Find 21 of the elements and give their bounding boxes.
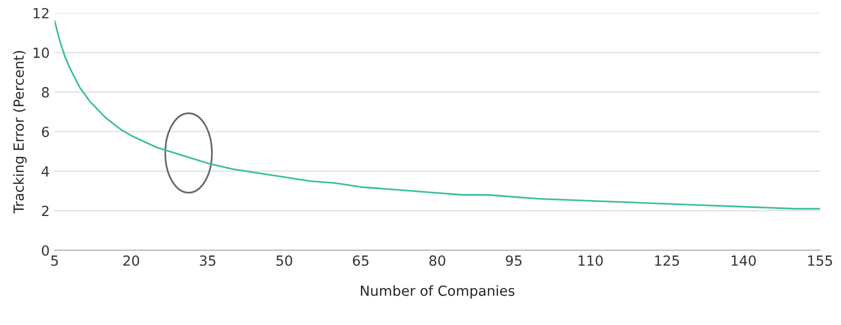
- y-tick-label: 10: [34, 48, 49, 58]
- x-tick-label: 80: [429, 255, 446, 266]
- x-axis-title: Number of Companies: [360, 285, 514, 299]
- y-tick-label: 12: [34, 8, 48, 18]
- y-tick-label: 6: [42, 126, 49, 138]
- x-tick-label: 125: [655, 255, 679, 266]
- y-tick-label: 4: [42, 166, 50, 176]
- x-tick-label: 110: [578, 255, 603, 266]
- x-tick-label: 50: [276, 255, 292, 266]
- x-tick-label: 5: [51, 256, 58, 266]
- y-tick-label: 2: [42, 206, 48, 216]
- y-tick-label: 0: [42, 245, 49, 256]
- line-series: [54, 20, 820, 210]
- x-tick-label: 140: [732, 255, 756, 266]
- x-tick-label: 20: [123, 255, 140, 266]
- y-tick-label: 8: [42, 87, 49, 98]
- x-tick-label: 35: [200, 255, 216, 266]
- y-axis-title: Tracking Error (Percent): [13, 51, 27, 214]
- x-tick-label: 95: [506, 255, 522, 266]
- x-tick-label: 65: [352, 255, 368, 266]
- x-tick-label: 155: [808, 256, 832, 266]
